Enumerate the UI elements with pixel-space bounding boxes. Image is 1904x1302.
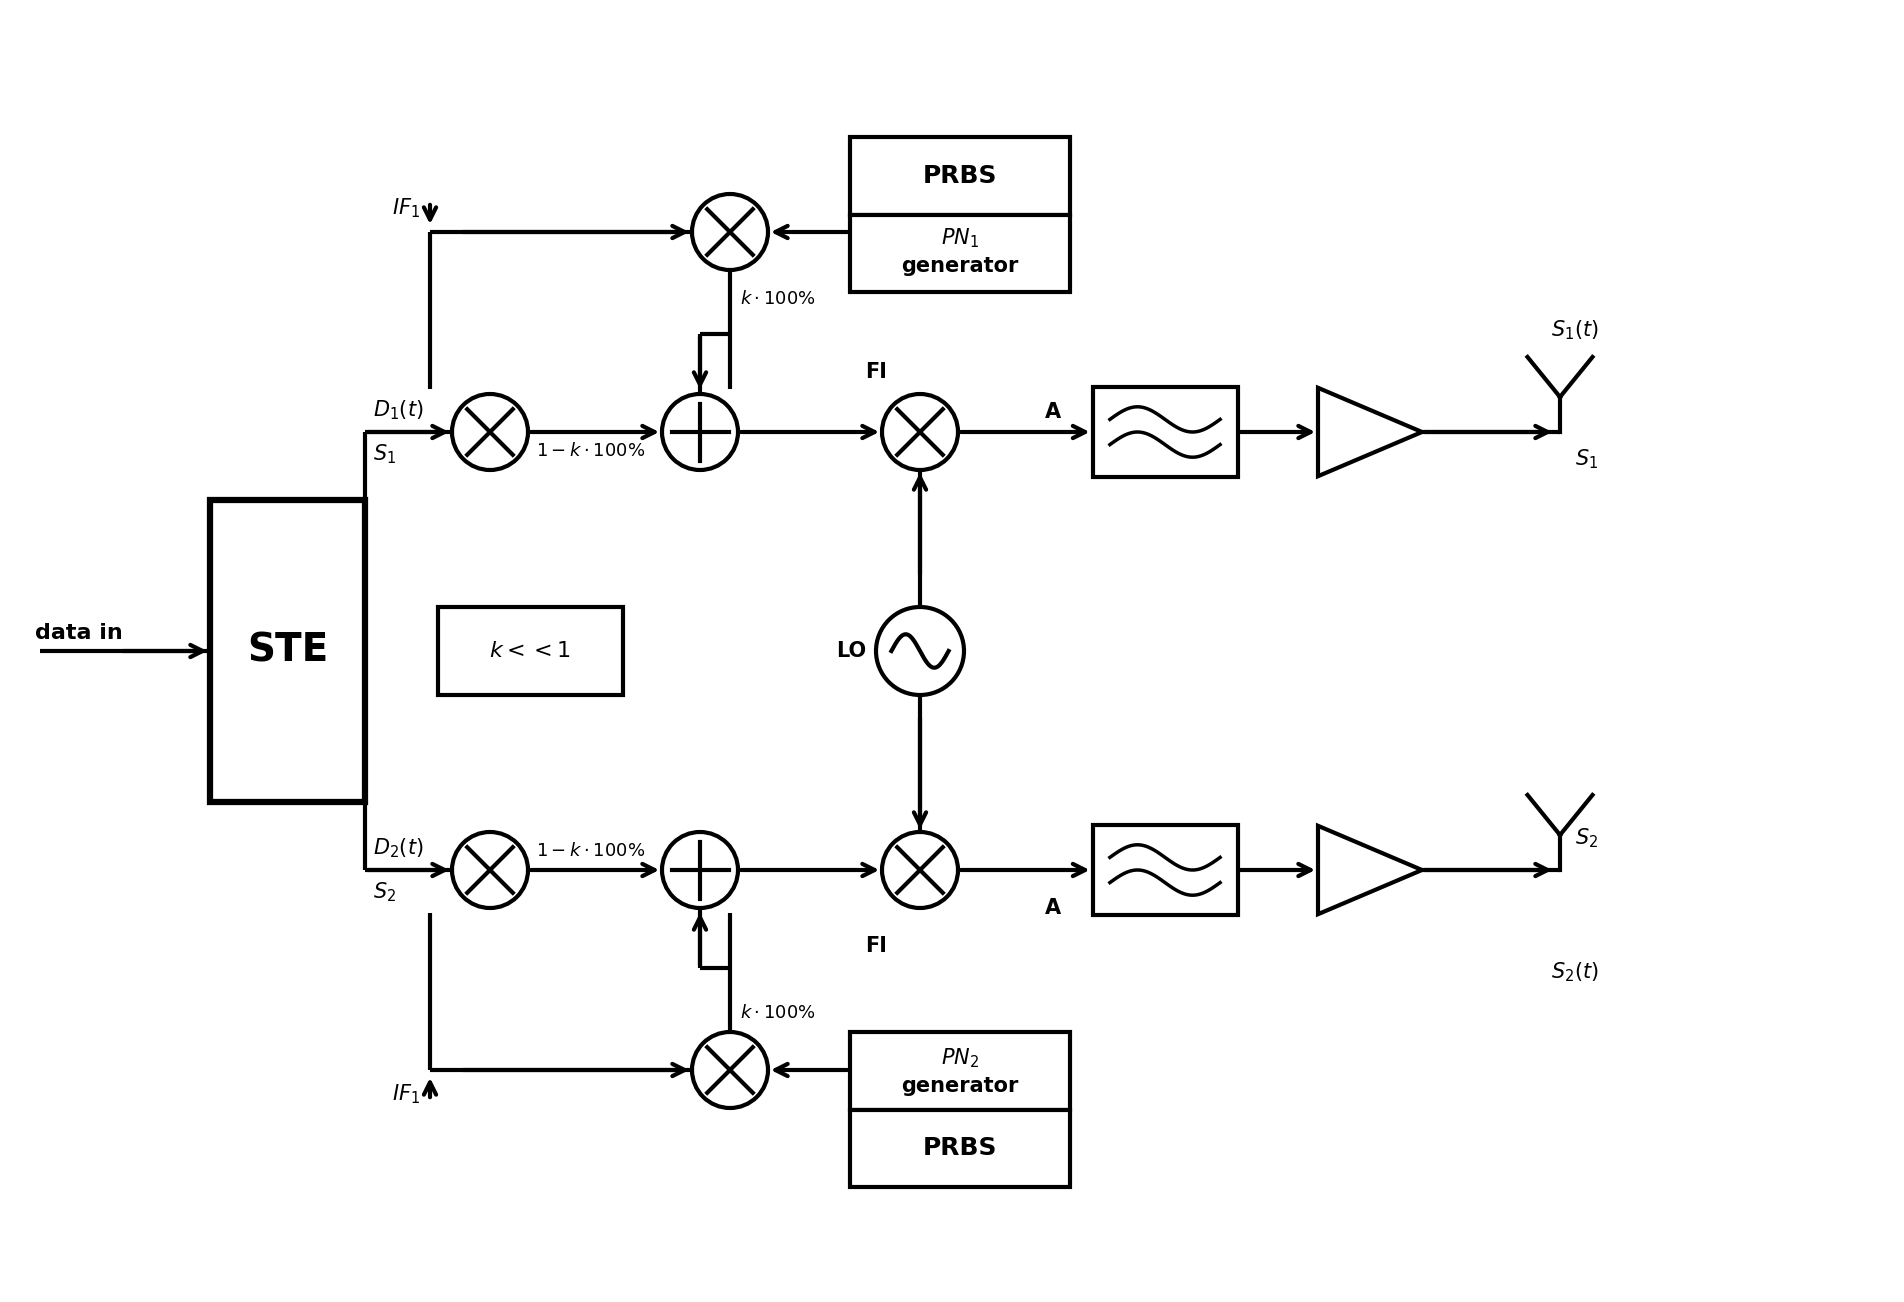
Text: A: A xyxy=(1045,898,1061,918)
Bar xyxy=(849,1109,1070,1187)
Text: A: A xyxy=(1045,402,1061,422)
Text: $D_2(t)$: $D_2(t)$ xyxy=(373,836,425,861)
Bar xyxy=(1093,387,1238,477)
Text: $k\cdot100\%$: $k\cdot100\%$ xyxy=(741,1004,815,1022)
Text: FI: FI xyxy=(864,936,887,956)
Text: generator: generator xyxy=(901,255,1019,276)
Bar xyxy=(849,1032,1070,1109)
Text: FI: FI xyxy=(864,362,887,381)
Text: STE: STE xyxy=(248,631,327,671)
Text: $S_1$: $S_1$ xyxy=(373,441,396,466)
Text: $S_1$: $S_1$ xyxy=(1575,447,1597,470)
Text: $k\cdot100\%$: $k\cdot100\%$ xyxy=(741,290,815,309)
Text: LO: LO xyxy=(836,641,866,661)
Text: PRBS: PRBS xyxy=(923,164,998,187)
Text: $D_1(t)$: $D_1(t)$ xyxy=(373,398,425,422)
Text: $IF_1$: $IF_1$ xyxy=(392,1082,421,1105)
Bar xyxy=(209,500,366,802)
Bar xyxy=(849,215,1070,292)
Bar xyxy=(1093,825,1238,915)
Bar xyxy=(438,607,623,695)
Text: $1-k\cdot100\%$: $1-k\cdot100\%$ xyxy=(537,441,645,460)
Text: $S_2$: $S_2$ xyxy=(373,880,396,904)
Text: $IF_1$: $IF_1$ xyxy=(392,197,421,220)
Text: $S_2$: $S_2$ xyxy=(1575,827,1597,850)
Text: $k << 1$: $k << 1$ xyxy=(489,641,571,661)
Text: $S_1(t)$: $S_1(t)$ xyxy=(1552,319,1599,342)
Text: data in: data in xyxy=(34,622,122,643)
Text: PRBS: PRBS xyxy=(923,1137,998,1160)
Text: $1-k\cdot100\%$: $1-k\cdot100\%$ xyxy=(537,842,645,861)
Text: $S_2(t)$: $S_2(t)$ xyxy=(1552,960,1599,983)
Text: $PN_2$: $PN_2$ xyxy=(941,1047,979,1070)
Text: generator: generator xyxy=(901,1077,1019,1096)
Bar xyxy=(849,137,1070,215)
Text: $PN_1$: $PN_1$ xyxy=(941,227,979,250)
